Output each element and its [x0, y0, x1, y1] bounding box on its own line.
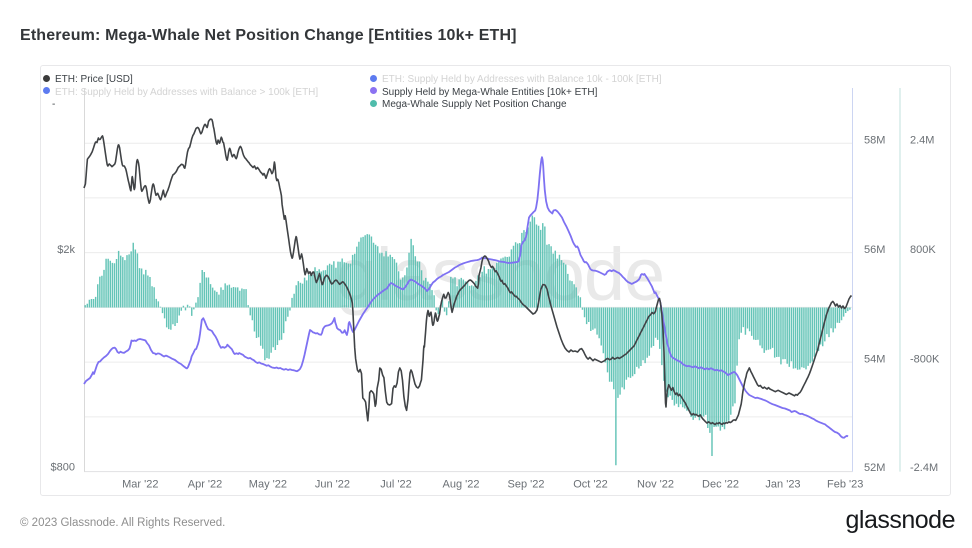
svg-text:$2k: $2k: [57, 244, 75, 256]
svg-text:-2.4M: -2.4M: [910, 462, 938, 474]
svg-text:Aug '22: Aug '22: [443, 479, 480, 491]
svg-text:Jan '23: Jan '23: [765, 479, 800, 491]
svg-text:52M: 52M: [864, 462, 885, 474]
svg-text:800K: 800K: [910, 244, 936, 256]
svg-text:Feb '23: Feb '23: [827, 479, 863, 491]
svg-text:56M: 56M: [864, 244, 885, 256]
svg-text:Jul '22: Jul '22: [380, 479, 411, 491]
svg-text:58M: 58M: [864, 135, 885, 147]
svg-text:Sep '22: Sep '22: [508, 479, 545, 491]
svg-text:54M: 54M: [864, 354, 885, 366]
svg-text:$800: $800: [51, 462, 75, 474]
svg-text:Jun '22: Jun '22: [315, 479, 350, 491]
svg-text:2.4M: 2.4M: [910, 135, 934, 147]
svg-text:glassnode: glassnode: [336, 233, 664, 316]
svg-text:May '22: May '22: [249, 479, 287, 491]
svg-text:Nov '22: Nov '22: [637, 479, 674, 491]
svg-text:Apr '22: Apr '22: [188, 479, 223, 491]
svg-text:Mar '22: Mar '22: [122, 479, 158, 491]
svg-text:-800K: -800K: [910, 354, 940, 366]
svg-text:Oct '22: Oct '22: [573, 479, 608, 491]
svg-text:Dec '22: Dec '22: [702, 479, 739, 491]
